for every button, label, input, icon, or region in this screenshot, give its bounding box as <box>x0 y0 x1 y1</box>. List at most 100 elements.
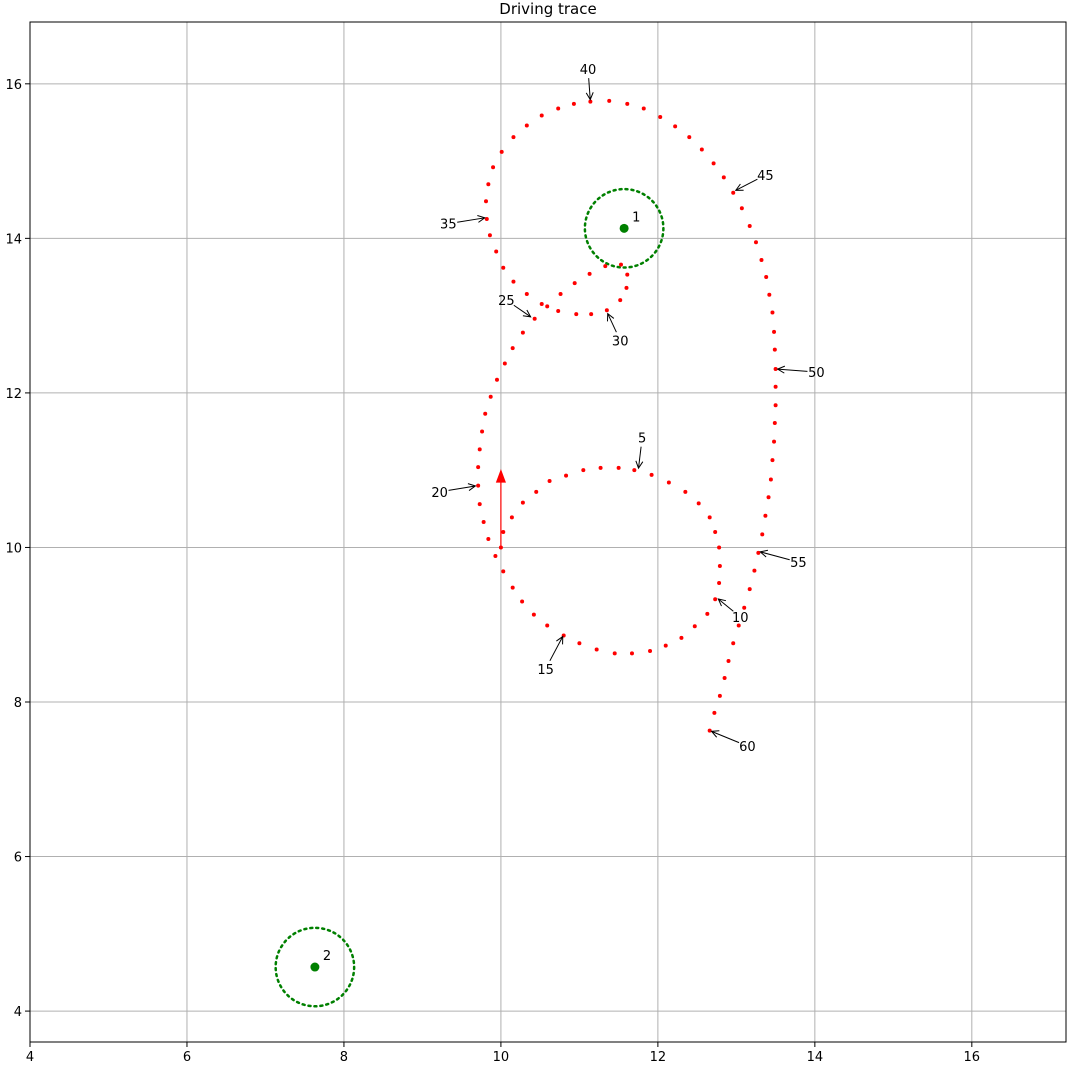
trace-point <box>494 249 499 254</box>
trace-point <box>477 447 482 452</box>
annotation-label: 25 <box>498 294 515 309</box>
annotation-arrow <box>638 446 642 469</box>
annotation-label: 5 <box>638 432 646 447</box>
trace-point <box>501 569 506 574</box>
y-tick-label: 8 <box>14 696 22 711</box>
trace-point <box>484 217 489 222</box>
trace-point <box>545 304 550 309</box>
trace-point <box>707 515 712 520</box>
annotation-arrowhead <box>522 309 532 318</box>
trace-point <box>502 361 507 366</box>
annotation-arrowhead <box>635 460 644 470</box>
x-tick-label: 16 <box>964 1050 981 1065</box>
trace-point <box>520 599 525 604</box>
trace-point <box>770 458 775 463</box>
trace-point <box>711 161 716 166</box>
annotation-label: 45 <box>757 169 774 184</box>
trace-point <box>588 99 593 104</box>
annotation-label: 10 <box>732 611 749 626</box>
trace-point <box>524 123 529 128</box>
trace-point <box>641 106 646 111</box>
trace-point <box>679 635 684 640</box>
annotation-arrow <box>777 368 808 372</box>
annotation-arrowhead <box>585 92 594 101</box>
trace-point <box>648 649 653 653</box>
trace-point <box>564 473 569 478</box>
trace-point <box>531 612 536 617</box>
trace-point <box>773 403 778 408</box>
annotation-label: 35 <box>440 218 457 233</box>
trace-point <box>658 115 663 120</box>
trace-point <box>510 585 515 590</box>
trace-point <box>717 564 722 568</box>
trace-point <box>766 495 771 500</box>
trace-point <box>483 199 488 204</box>
landmark-range-circle <box>583 187 665 269</box>
annotation-label: 60 <box>739 740 756 755</box>
trace-point <box>589 312 594 317</box>
trace-point <box>476 465 481 470</box>
y-tick-label: 14 <box>5 232 22 247</box>
trace-point <box>511 279 516 284</box>
annotation-arrowhead <box>734 183 744 191</box>
trace-point <box>760 532 765 537</box>
x-tick-label: 6 <box>183 1050 191 1065</box>
x-tick-label: 8 <box>340 1050 348 1065</box>
trace-point <box>571 101 576 106</box>
y-tick-label: 16 <box>5 78 22 93</box>
trace-point <box>494 377 499 382</box>
annotation-label: 30 <box>612 334 629 349</box>
trace-point <box>625 272 630 277</box>
trace-point <box>488 394 493 399</box>
annotation-arrow <box>717 598 734 612</box>
trace-point <box>717 581 722 585</box>
annotation-label: 55 <box>790 556 807 571</box>
trace-point <box>509 515 514 520</box>
heading-arrow-head <box>495 469 506 483</box>
trace-point <box>759 258 764 262</box>
annotation-arrowhead <box>606 312 615 322</box>
grid-lines <box>29 22 1066 1042</box>
y-tick-label: 10 <box>5 541 22 556</box>
trace-point <box>558 292 563 296</box>
trace-point <box>480 429 485 434</box>
trace-point <box>539 302 544 307</box>
landmarks: 12 <box>274 187 665 1008</box>
trace-point <box>763 513 768 518</box>
trace-point <box>632 468 637 473</box>
trace-point <box>598 465 603 470</box>
trace-point <box>753 240 758 245</box>
trace-point <box>520 500 525 505</box>
trace-point <box>764 275 769 279</box>
annotation-arrowhead <box>477 214 486 223</box>
landmark-label: 1 <box>632 210 640 225</box>
trace-point <box>722 676 727 681</box>
annotation-arrow <box>588 78 591 100</box>
trace-point <box>493 553 498 558</box>
trace-point <box>604 308 609 313</box>
trace-point <box>607 98 612 103</box>
x-tick-label: 10 <box>493 1050 510 1065</box>
trace-point <box>747 587 752 592</box>
trace-point <box>477 502 482 507</box>
trace-point <box>772 347 777 352</box>
trace-point <box>510 346 515 351</box>
trace-point <box>491 165 496 170</box>
trace-point <box>731 190 736 195</box>
annotations: 5 10 15 20 25 30 35 40 45 50 55 60 <box>431 63 824 755</box>
trace-point <box>717 545 722 550</box>
annotation-arrow <box>711 730 740 744</box>
annotation-arrow <box>513 304 531 318</box>
heading-arrow-group <box>495 469 506 548</box>
trace-point <box>772 329 777 334</box>
trace-point <box>666 480 671 485</box>
y-tick-label: 4 <box>14 1005 22 1020</box>
trace-point <box>612 651 617 656</box>
trace-point <box>736 623 741 628</box>
trace-point <box>572 281 577 286</box>
trace-point <box>499 149 504 154</box>
trace-point <box>721 175 726 180</box>
trace-point <box>768 477 773 482</box>
